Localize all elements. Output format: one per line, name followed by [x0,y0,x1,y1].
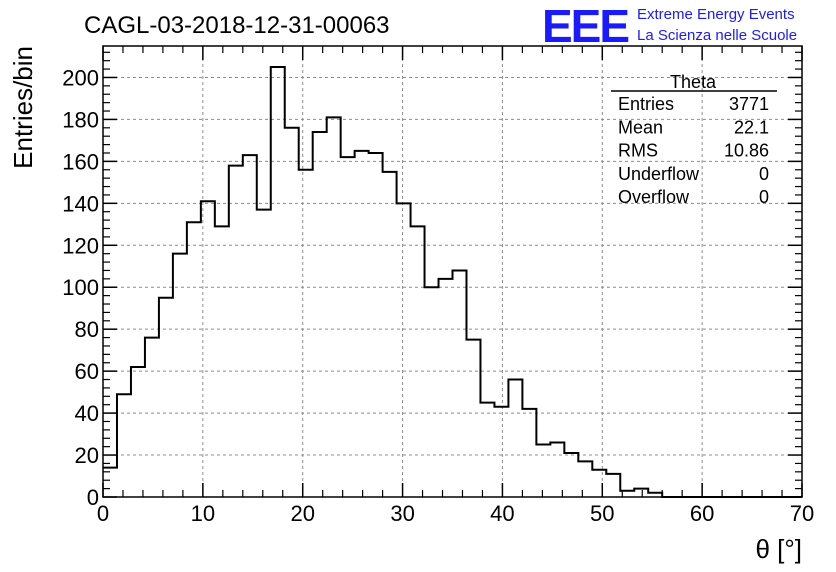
x-tick-label: 70 [790,501,814,526]
stats-value: 10.86 [724,141,769,161]
stats-value: 22.1 [734,117,769,137]
grid-lines [103,46,802,497]
logo-line1: Extreme Energy Events [637,6,795,23]
y-axis-label: Entries/bin [8,46,38,169]
stats-label: Underflow [618,164,700,184]
x-tick-label: 30 [390,501,414,526]
y-tick-label: 40 [75,401,99,426]
axis-ticks [102,46,803,498]
y-tick-label: 160 [62,149,99,174]
y-tick-label: 80 [75,317,99,342]
y-tick-label: 100 [62,275,99,300]
y-tick-label: 60 [75,359,99,384]
stats-value: 0 [759,187,769,207]
y-tick-label: 0 [87,485,99,510]
logo-text: EEE [542,0,628,52]
x-tick-label: 40 [490,501,514,526]
y-tick-label: 200 [62,65,99,90]
x-tick-label: 50 [590,501,614,526]
stats-label: Mean [618,117,663,137]
eee-logo: EEE Extreme Energy Events La Scienza nel… [542,0,797,52]
stats-label: Entries [618,94,674,114]
y-tick-label: 180 [62,107,99,132]
stats-box: Theta Entries 3771 Mean 22.1 RMS 10.86 Underfl… [611,72,777,207]
x-tick-label: 20 [290,501,314,526]
chart-title: CAGL-03-2018-12-31-00063 [84,12,390,39]
y-tick-label: 120 [62,233,99,258]
y-tick-label: 20 [75,443,99,468]
histogram-line [103,65,802,498]
x-tick-label: 10 [191,501,215,526]
y-tick-label: 140 [62,191,99,216]
x-tick-labels: 0 10 20 30 40 50 60 70 [97,501,814,526]
stats-label: Overflow [618,187,690,207]
plot-frame [102,45,803,498]
y-tick-labels: 0 20 40 60 80 100 120 140 160 180 200 [62,65,99,510]
stats-label: RMS [618,141,658,161]
x-tick-label: 0 [97,501,109,526]
stats-value: 0 [759,164,769,184]
stats-rows: Entries 3771 Mean 22.1 RMS 10.86 Underflow 0 Ove… [618,94,769,207]
stats-value: 3771 [729,94,769,114]
x-tick-label: 60 [690,501,714,526]
stats-title: Theta [670,72,717,92]
x-axis-label: θ [°] [755,534,802,564]
logo-line2: La Scienza nelle Scuole [637,27,797,44]
